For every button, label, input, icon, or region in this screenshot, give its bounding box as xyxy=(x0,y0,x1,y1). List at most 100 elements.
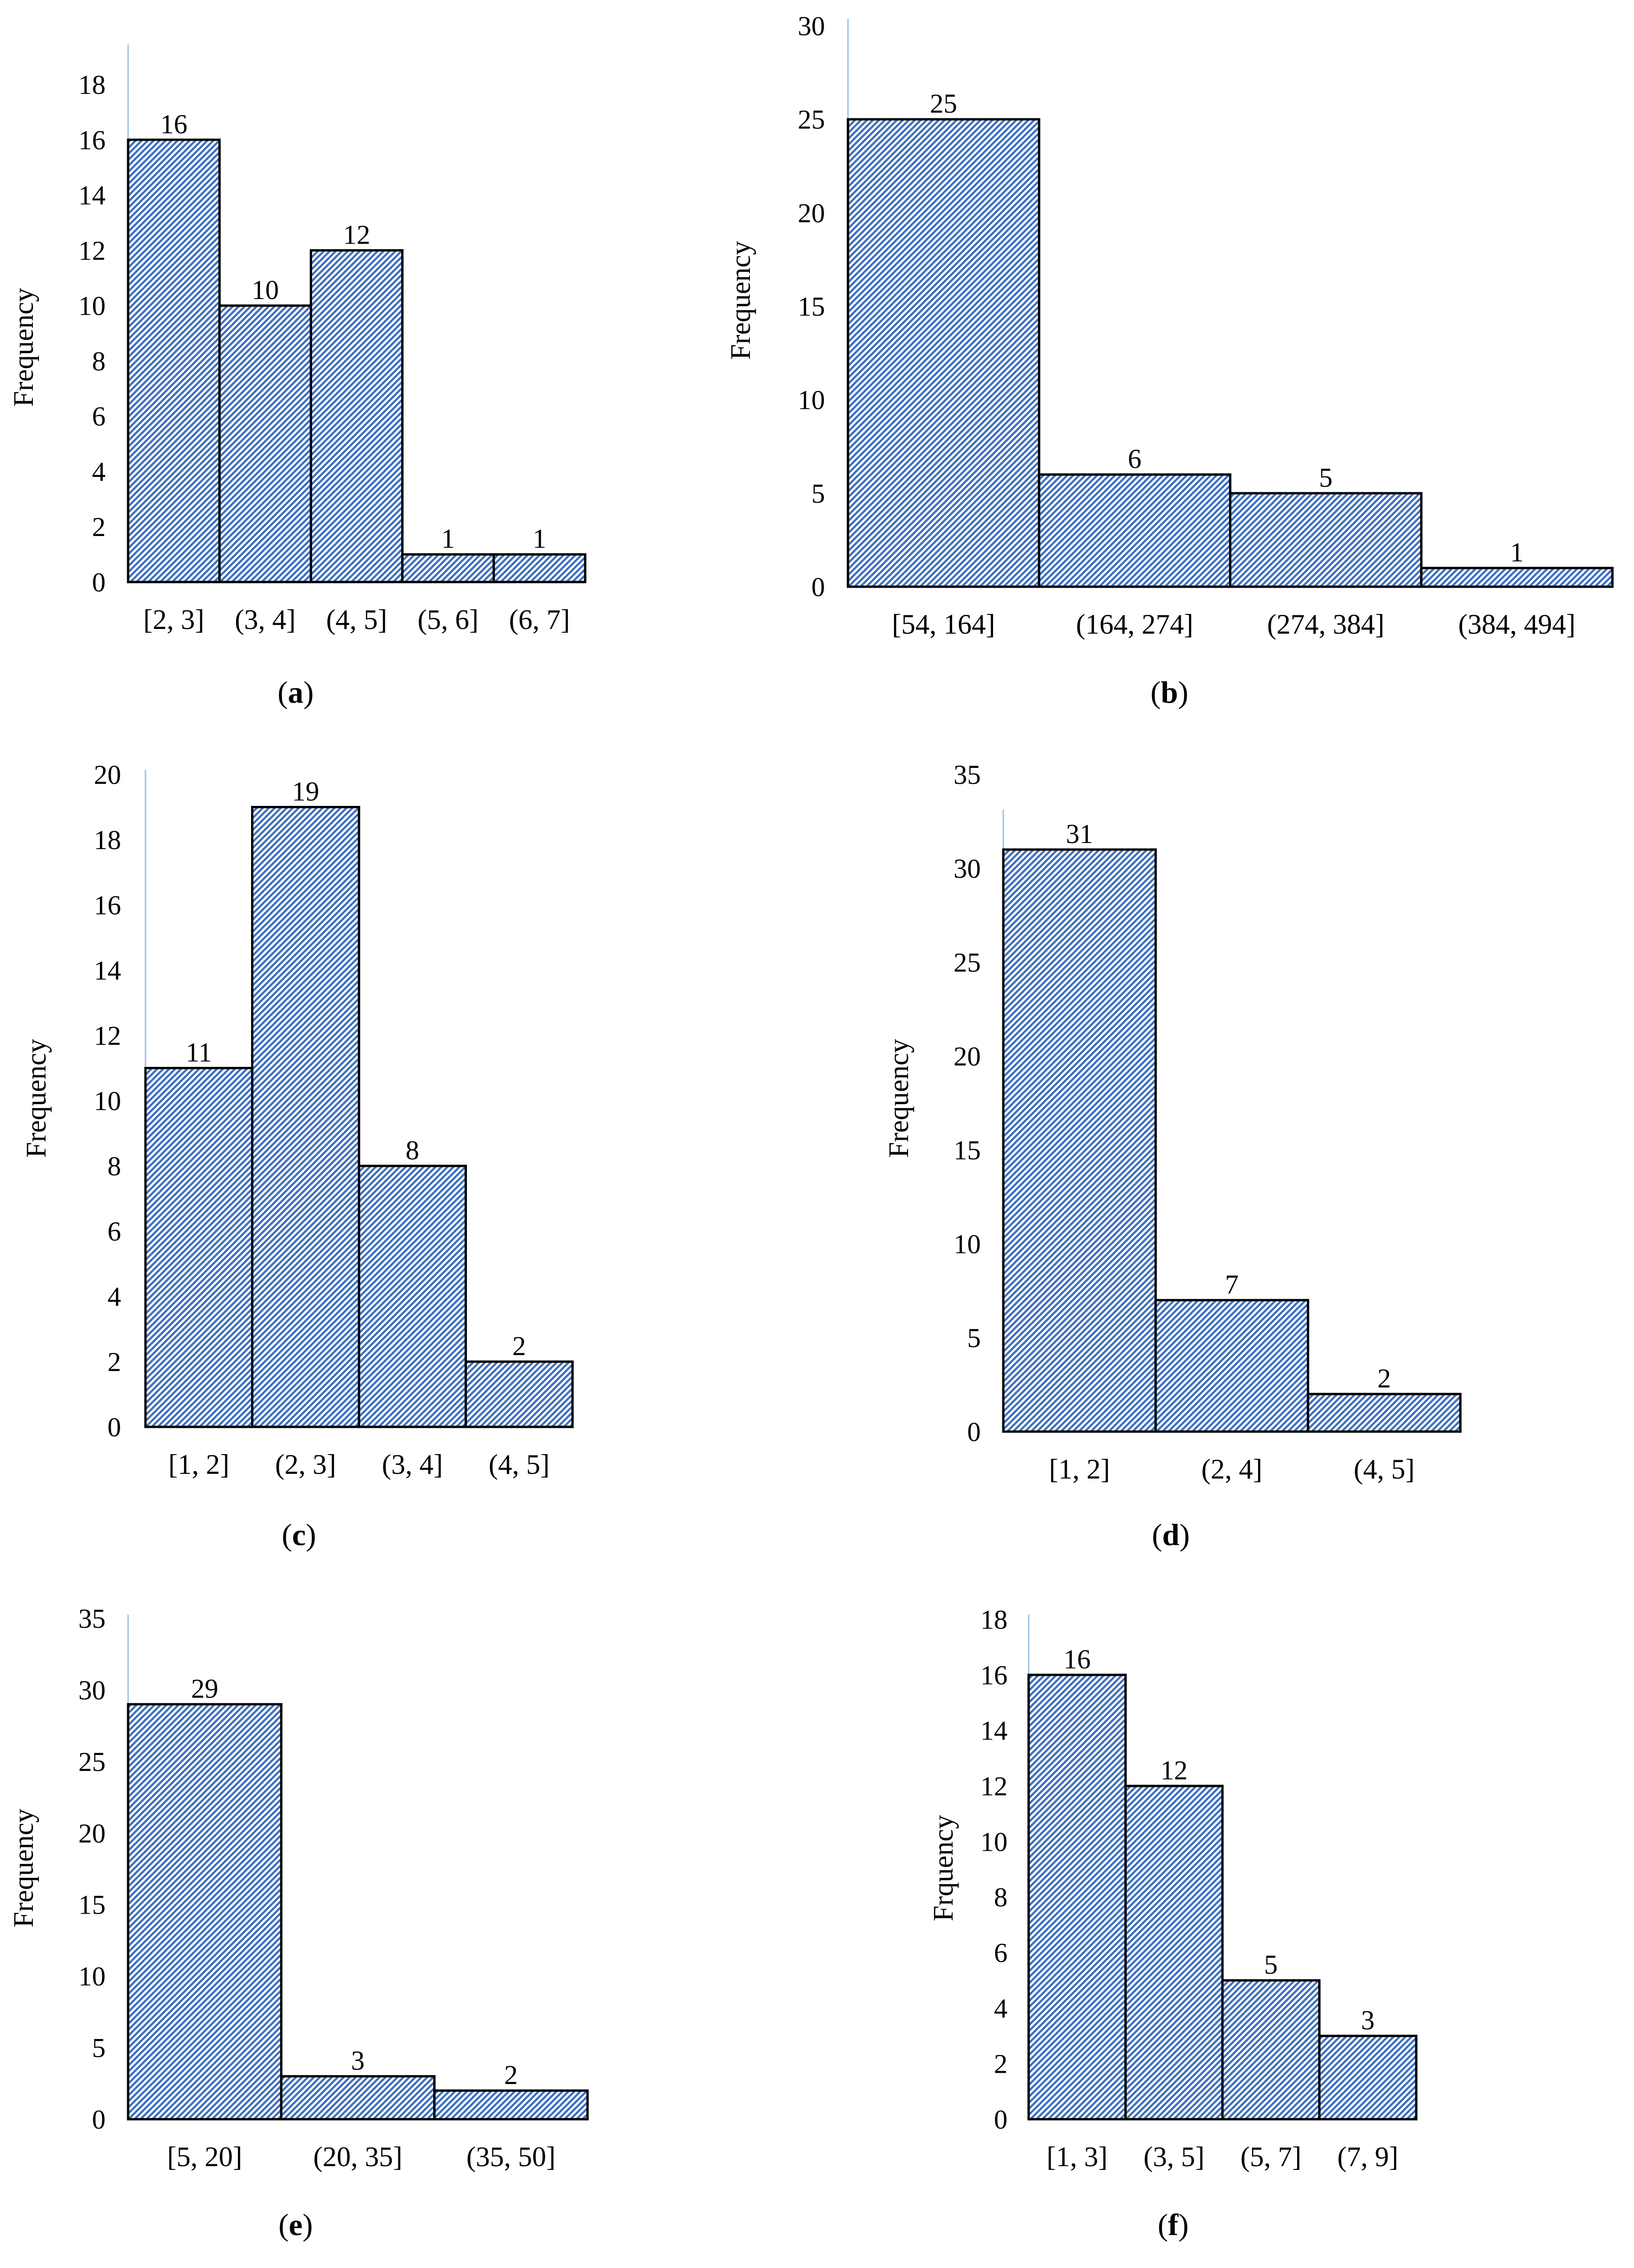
chart-d: 0 5 10 15 20 25 30 35 Frequency 31 [1, 2] 7 (2, 4] 2 (… xyxy=(883,759,1462,1552)
x-tick-label: [1, 2] xyxy=(168,1449,229,1480)
x-tick-label: (4, 5] xyxy=(326,604,387,635)
bar xyxy=(433,2089,589,2121)
y-tick-label: 10 xyxy=(954,1229,981,1259)
y-tick-label: 10 xyxy=(980,1826,1008,1857)
y-tick-label: 25 xyxy=(78,1747,106,1777)
bar xyxy=(1002,848,1157,1433)
y-tick-label: 15 xyxy=(798,291,825,322)
y-tick-label: 8 xyxy=(107,1151,121,1181)
y-tick-label: 10 xyxy=(78,1961,106,1992)
y-axis-label: Frequency xyxy=(8,288,39,406)
bar xyxy=(1038,473,1231,588)
chart-e: 0 5 10 15 20 25 30 35 Frequency 29 [5, 20] 3 (20, 35… xyxy=(8,1603,589,2242)
bar xyxy=(1154,1299,1309,1433)
data-label: 1 xyxy=(533,523,546,554)
x-tick-label: (3, 4] xyxy=(382,1449,443,1480)
y-tick-label: 15 xyxy=(78,1890,106,1920)
bar xyxy=(1124,1785,1224,2121)
y-tick-label: 5 xyxy=(811,478,825,509)
y-tick-label: 10 xyxy=(94,1086,121,1116)
panel-caption: (d) xyxy=(1152,1518,1190,1552)
y-tick-label: 8 xyxy=(994,1882,1008,1913)
y-tick-label: 35 xyxy=(78,1603,106,1634)
x-tick-label: (2, 4] xyxy=(1201,1454,1262,1485)
x-tick-label: (4, 5] xyxy=(489,1449,550,1480)
chart-f: 0 2 4 6 8 10 12 14 16 18 Frquency 16 [1, 3] 12 (3, 5] 5… xyxy=(928,1604,1418,2242)
data-label: 31 xyxy=(1066,819,1093,849)
panel-caption: (c) xyxy=(282,1518,316,1552)
x-tick-label: [54, 164] xyxy=(892,609,995,640)
x-tick-label: (3, 4] xyxy=(235,604,296,635)
bar xyxy=(1420,567,1614,588)
bar xyxy=(1306,1393,1462,1433)
y-tick-label: 0 xyxy=(92,2104,106,2135)
data-label: 2 xyxy=(512,1331,526,1361)
y-tick-label: 4 xyxy=(994,1993,1008,2023)
x-tick-label: [1, 2] xyxy=(1049,1454,1110,1485)
y-tick-label: 0 xyxy=(994,2104,1008,2135)
bar xyxy=(465,1360,574,1428)
panel-caption: (f) xyxy=(1158,2208,1189,2242)
x-tick-label: [1, 3] xyxy=(1046,2141,1107,2172)
bar xyxy=(1229,492,1423,588)
data-label: 12 xyxy=(343,219,370,250)
y-tick-label: 20 xyxy=(94,759,121,790)
y-tick-label: 30 xyxy=(798,11,825,41)
y-tick-label: 20 xyxy=(78,1818,106,1848)
x-tick-label: (3, 5] xyxy=(1144,2141,1205,2172)
data-label: 3 xyxy=(351,2046,365,2076)
x-tick-label: (6, 7] xyxy=(509,604,570,635)
data-label: 19 xyxy=(292,776,319,807)
data-label: 16 xyxy=(1063,1644,1091,1674)
y-tick-label: 35 xyxy=(954,759,981,790)
y-tick-label: 4 xyxy=(92,456,106,487)
y-tick-label: 14 xyxy=(94,955,121,986)
x-tick-label: (5, 6] xyxy=(418,604,479,635)
y-tick-label: 10 xyxy=(78,291,106,321)
bar xyxy=(401,553,495,583)
y-axis-label: Frequency xyxy=(8,1808,39,1927)
data-label: 2 xyxy=(1377,1363,1391,1394)
x-tick-label: (35, 50] xyxy=(466,2141,556,2172)
bar xyxy=(127,1703,283,2121)
x-tick-label: (2, 3] xyxy=(275,1449,336,1480)
y-axis-label: Frequency xyxy=(21,1039,52,1157)
y-tick-label: 0 xyxy=(967,1417,981,1447)
bar xyxy=(280,2075,436,2121)
data-label: 1 xyxy=(1510,537,1524,567)
y-tick-label: 12 xyxy=(980,1771,1008,1801)
y-tick-label: 20 xyxy=(798,198,825,228)
data-label: 25 xyxy=(930,88,957,119)
y-tick-label: 0 xyxy=(107,1412,121,1442)
y-tick-label: 10 xyxy=(798,385,825,415)
bar xyxy=(1221,1979,1321,2121)
x-tick-label: (7, 9] xyxy=(1337,2141,1398,2172)
bar xyxy=(358,1165,467,1428)
y-tick-label: 18 xyxy=(78,69,106,100)
bar xyxy=(1318,2035,1418,2121)
data-label: 16 xyxy=(160,109,187,139)
y-axis-label: Frequency xyxy=(883,1039,914,1157)
y-tick-label: 14 xyxy=(980,1716,1008,1746)
y-tick-label: 2 xyxy=(92,512,106,542)
panel-caption: (e) xyxy=(278,2208,313,2242)
panel-caption: (a) xyxy=(278,675,314,710)
y-tick-label: 16 xyxy=(78,125,106,155)
data-label: 7 xyxy=(1225,1269,1239,1300)
y-tick-label: 20 xyxy=(954,1041,981,1072)
panel-caption: (b) xyxy=(1151,675,1189,710)
data-label: 1 xyxy=(441,523,455,554)
bar xyxy=(310,249,404,583)
data-label: 11 xyxy=(186,1037,212,1068)
y-axis-label: Frequency xyxy=(725,241,756,360)
bar xyxy=(847,118,1040,588)
bar xyxy=(127,138,221,583)
y-tick-label: 6 xyxy=(107,1216,121,1247)
y-tick-label: 12 xyxy=(94,1020,121,1051)
x-tick-label: (5, 7] xyxy=(1240,2141,1301,2172)
x-tick-label: [2, 3] xyxy=(143,604,204,635)
y-tick-label: 12 xyxy=(78,235,106,266)
bar xyxy=(144,1067,253,1428)
